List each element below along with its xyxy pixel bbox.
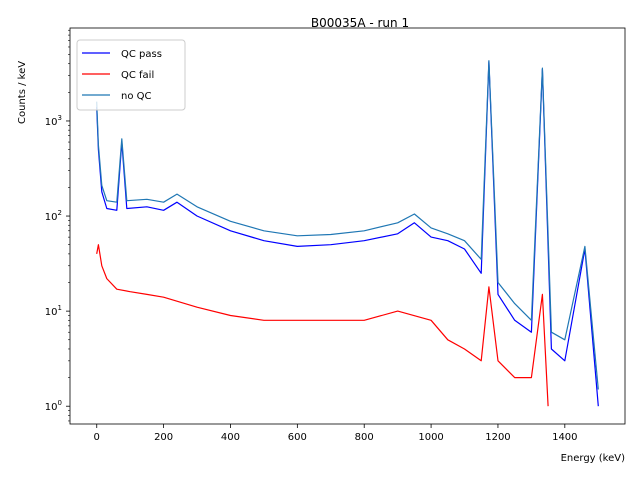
- y-axis-label: Counts / keV: [17, 61, 28, 124]
- legend-box: [76, 39, 186, 111]
- x-tick-label-4: 800: [355, 432, 374, 443]
- y-tick-label-0: 100: [45, 399, 62, 413]
- y-tick-label-2: 102: [45, 209, 62, 223]
- y-axis: 100 101 102 103: [45, 29, 70, 422]
- legend-label-1: QC fail: [121, 70, 154, 81]
- plot-frame: [69, 27, 626, 425]
- legend: QC pass QC fail no QC: [76, 39, 186, 111]
- y-tick-label-3: 103: [45, 114, 62, 128]
- x-tick-label-6: 1200: [485, 432, 510, 443]
- series-layer: [96, 60, 599, 407]
- legend-label-2: no QC: [121, 91, 152, 102]
- x-tick-label-5: 1000: [418, 432, 443, 443]
- y-tick-label-1: 101: [45, 304, 62, 318]
- series-line-2: [96, 60, 599, 390]
- x-tick-label-7: 1400: [552, 432, 577, 443]
- x-tick-label-0: 0: [94, 432, 100, 443]
- x-tick-label-3: 600: [288, 432, 307, 443]
- x-tick-label-1: 200: [154, 432, 173, 443]
- x-axis-label: Energy (keV): [561, 453, 626, 464]
- x-axis: 0 200 400 600 800 1000 1200 1400: [94, 424, 578, 443]
- chart-title: B00035A - run 1: [311, 16, 409, 30]
- series-line-0: [96, 61, 599, 407]
- legend-label-0: QC pass: [121, 49, 162, 60]
- plot-area: [69, 27, 626, 425]
- x-tick-label-2: 400: [221, 432, 240, 443]
- series-line-1: [96, 244, 549, 407]
